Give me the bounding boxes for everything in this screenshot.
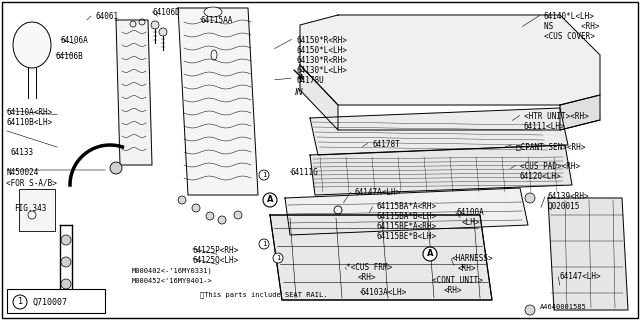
Circle shape (259, 239, 269, 249)
Text: 1: 1 (276, 255, 280, 261)
Circle shape (273, 253, 283, 263)
Circle shape (206, 212, 214, 220)
Text: 64150*L<LH>: 64150*L<LH> (296, 46, 347, 55)
Text: 64130*R<RH>: 64130*R<RH> (296, 56, 347, 65)
Polygon shape (270, 215, 492, 300)
Text: 64130*L<LH>: 64130*L<LH> (296, 66, 347, 75)
Text: M000452<'16MY0401->: M000452<'16MY0401-> (132, 278, 212, 284)
Text: 1: 1 (262, 172, 266, 178)
Text: 64178U: 64178U (296, 76, 324, 85)
Text: Q020015: Q020015 (548, 202, 580, 211)
Circle shape (61, 279, 71, 289)
Text: 64178T: 64178T (372, 140, 400, 149)
Text: 64115BA*B<LH>: 64115BA*B<LH> (376, 212, 436, 221)
Circle shape (151, 21, 159, 29)
Circle shape (259, 170, 269, 180)
Text: 64106D: 64106D (152, 8, 180, 17)
Circle shape (13, 295, 27, 309)
Text: Q710007: Q710007 (32, 298, 67, 307)
Text: 64106A: 64106A (60, 36, 88, 45)
Circle shape (61, 257, 71, 267)
Text: 64120<LH>: 64120<LH> (520, 172, 562, 181)
Text: 64111<LH>: 64111<LH> (524, 122, 566, 131)
FancyBboxPatch shape (7, 289, 105, 313)
Text: 64111G: 64111G (290, 168, 317, 177)
Text: A: A (267, 196, 273, 204)
Circle shape (234, 211, 242, 219)
Text: 64147<LH>: 64147<LH> (560, 272, 602, 281)
Circle shape (192, 204, 200, 212)
Circle shape (61, 235, 71, 245)
Text: 64115BA*A<RH>: 64115BA*A<RH> (376, 202, 436, 211)
Ellipse shape (13, 22, 51, 68)
Text: FIG.343: FIG.343 (14, 204, 46, 213)
Text: □CPANT SEN><RH>: □CPANT SEN><RH> (516, 142, 586, 151)
Polygon shape (116, 20, 152, 165)
Text: 64150*R<RH>: 64150*R<RH> (296, 36, 347, 45)
Polygon shape (300, 65, 338, 130)
Polygon shape (300, 15, 600, 105)
Ellipse shape (204, 7, 222, 17)
Circle shape (178, 196, 186, 204)
Text: <HARNESS>: <HARNESS> (452, 254, 493, 263)
Circle shape (525, 305, 535, 315)
Text: <RH>: <RH> (444, 286, 463, 295)
Text: A: A (427, 250, 433, 259)
Text: 64115BE*A<RH>: 64115BE*A<RH> (376, 222, 436, 231)
Text: IN: IN (295, 88, 304, 97)
Text: 64110A<RH>: 64110A<RH> (6, 108, 52, 117)
Text: 64147A<LH>: 64147A<LH> (354, 188, 400, 197)
Polygon shape (548, 198, 628, 310)
Text: 1: 1 (262, 241, 266, 247)
Text: 64139<RH>: 64139<RH> (548, 192, 589, 201)
Text: 64140*L<LH>: 64140*L<LH> (544, 12, 595, 21)
Text: 64133: 64133 (10, 148, 33, 157)
FancyBboxPatch shape (19, 189, 55, 231)
Polygon shape (178, 8, 258, 195)
Circle shape (423, 247, 437, 261)
Text: <CONT UNIT>: <CONT UNIT> (432, 276, 483, 285)
Circle shape (525, 193, 535, 203)
Text: 1: 1 (17, 298, 22, 307)
Text: NS      <RH>: NS <RH> (544, 22, 600, 31)
Text: <HTR UNIT><RH>: <HTR UNIT><RH> (524, 112, 589, 121)
Text: *<CUS FRM>: *<CUS FRM> (346, 263, 392, 272)
Text: 64110B<LH>: 64110B<LH> (6, 118, 52, 127)
Text: 64100A: 64100A (456, 208, 484, 217)
Text: <CUS COVER>: <CUS COVER> (544, 32, 595, 41)
Text: A4640001585: A4640001585 (540, 304, 587, 310)
Text: <RH>: <RH> (358, 273, 376, 282)
Text: M000402<-'16MY0331): M000402<-'16MY0331) (132, 268, 212, 275)
Text: <RH>: <RH> (458, 264, 477, 273)
Polygon shape (310, 145, 572, 195)
Polygon shape (285, 188, 528, 235)
Text: 64115AA: 64115AA (200, 16, 232, 25)
Text: <LH>: <LH> (462, 218, 481, 227)
Circle shape (263, 193, 277, 207)
Text: 64115BE*B<LH>: 64115BE*B<LH> (376, 232, 436, 241)
Text: ※This parts include SEAT RAIL.: ※This parts include SEAT RAIL. (200, 291, 328, 298)
Circle shape (159, 28, 167, 36)
Text: <CUS PAD><RH>: <CUS PAD><RH> (520, 162, 580, 171)
Circle shape (110, 162, 122, 174)
Text: 64061: 64061 (95, 12, 118, 21)
Polygon shape (560, 95, 600, 130)
Polygon shape (310, 108, 568, 155)
Text: 64125P<RH>: 64125P<RH> (192, 246, 238, 255)
Circle shape (218, 216, 226, 224)
Text: 64103A<LH>: 64103A<LH> (360, 288, 406, 297)
Text: 64106B: 64106B (55, 52, 83, 61)
Text: 64125Q<LH>: 64125Q<LH> (192, 256, 238, 265)
Text: <FOR S-A/B>: <FOR S-A/B> (6, 178, 57, 187)
Text: N450024: N450024 (6, 168, 38, 177)
